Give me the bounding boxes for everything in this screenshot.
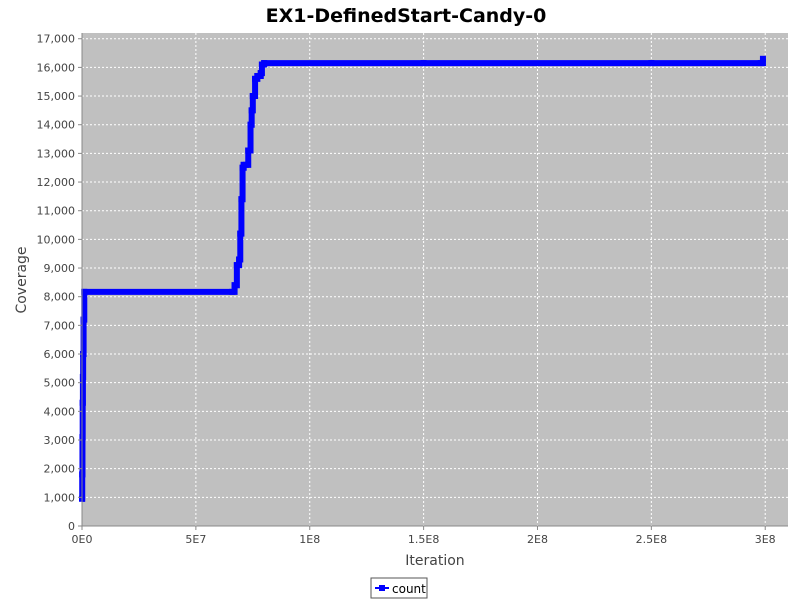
chart-title: EX1-DefinedStart-Candy-0 [266,5,547,27]
data-point [79,373,86,380]
data-point [79,399,86,406]
data-point [237,230,244,237]
y-axis-label: Coverage [14,246,30,313]
grid [82,33,788,526]
legend-box [370,577,428,599]
data-point [231,282,238,289]
x-tick-label: 1E8 [299,533,320,546]
x-axis-label: Iteration [405,553,464,569]
data-point [80,316,87,323]
data-point [81,288,88,295]
x-tick-label: 3E8 [755,533,776,546]
y-tick-label: 8,000 [44,291,76,304]
x-tick-label: 5E7 [185,533,206,546]
y-tick-label: 5,000 [44,377,76,390]
data-point [229,288,236,295]
data-point [238,196,245,203]
y-tick-label: 0 [68,520,75,533]
data-point [249,93,256,100]
data-point [261,60,268,67]
y-tick-label: 4,000 [44,405,76,418]
data-point [242,161,249,168]
data-point [757,60,764,67]
data-point [233,262,240,269]
y-tick-label: 16,000 [37,61,76,74]
data-point [257,70,264,77]
y-tick-label: 12,000 [37,176,76,189]
x-tick-label: 2E8 [527,533,548,546]
data-point [247,121,254,128]
x-tick-label: 2.5E8 [636,533,667,546]
x-tick-label: 0E0 [72,533,93,546]
y-tick-label: 1,000 [44,491,76,504]
plot-area [82,33,788,526]
y-tick-label: 10,000 [37,233,76,246]
data-point [80,351,87,358]
y-tick-label: 11,000 [37,205,76,218]
data-point [648,60,655,67]
y-tick-label: 3,000 [44,434,76,447]
legend-series-label: count [392,582,426,596]
data-point [236,256,243,263]
legend: count [370,577,428,599]
axes: 0 1,000 2,000 3,000 4,000 5,000 6,000 7,000 8,00… [37,33,788,546]
y-tick-label: 13,000 [37,147,76,160]
x-tick-label: 1.5E8 [408,533,439,546]
y-tick-label: 15,000 [37,90,76,103]
data-point [420,60,427,67]
y-tick-label: 2,000 [44,463,76,476]
data-point [248,107,255,114]
data-point [245,147,252,154]
legend-series-marker [379,585,385,591]
y-tick-label: 14,000 [37,119,76,132]
data-point [759,55,766,62]
y-tick-label: 7,000 [44,319,76,332]
y-tick-label: 9,000 [44,262,76,275]
y-tick-label: 17,000 [37,33,76,46]
y-tick-label: 6,000 [44,348,76,361]
